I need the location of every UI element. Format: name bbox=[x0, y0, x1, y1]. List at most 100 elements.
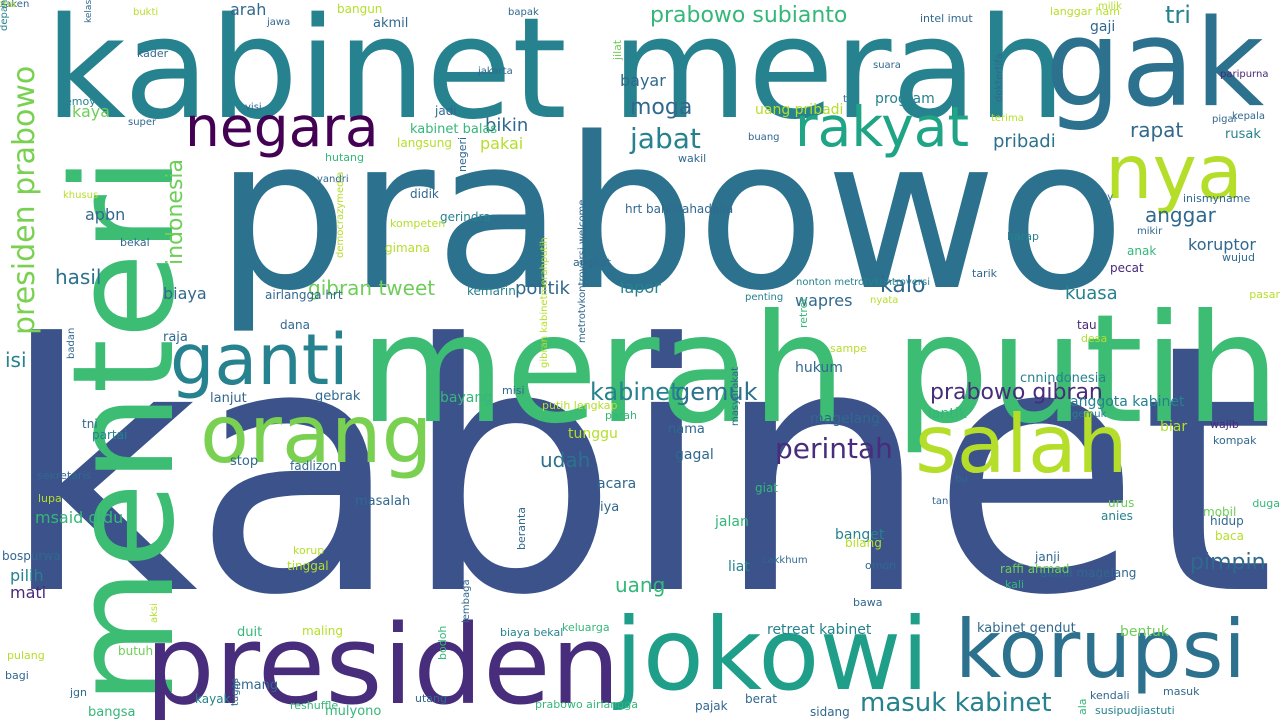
word-tarik: tarik bbox=[972, 267, 998, 280]
word-beranta: beranta bbox=[515, 506, 528, 550]
word-iya: iya bbox=[600, 500, 620, 515]
word-lapor: lapor bbox=[620, 278, 661, 297]
word-paripurna: paripurna bbox=[1220, 69, 1269, 80]
word-nama: nama bbox=[668, 422, 705, 437]
word-biaya-bekal: biaya bekal bbox=[500, 626, 564, 639]
word-inismyname: inismyname bbox=[1183, 192, 1251, 205]
word-wakil: wakil bbox=[678, 152, 707, 165]
word-bapak: bapak bbox=[508, 7, 539, 18]
word-masuk-kabinet: masuk kabinet bbox=[860, 688, 1052, 718]
word-liat: liat bbox=[728, 559, 750, 575]
word-korup: korup bbox=[293, 544, 325, 557]
word-sekretaris: sekretaris bbox=[37, 469, 92, 482]
word-negara: negara bbox=[185, 95, 379, 159]
word-rapat: rapat bbox=[1130, 118, 1184, 142]
word-utang: utang bbox=[415, 692, 447, 705]
word-didik: didik bbox=[410, 187, 439, 201]
word-gibran-tweet: gibran tweet bbox=[308, 276, 436, 300]
word-dana: dana bbox=[280, 318, 310, 332]
word-jgn: jgn bbox=[70, 686, 88, 699]
word-harap: harap bbox=[1007, 230, 1039, 243]
word-kabinet: kabinet bbox=[0, 271, 1276, 670]
word-lantik: lantik bbox=[928, 406, 967, 422]
word-super: super bbox=[128, 117, 157, 128]
word-metrotvkontroversi-welcome: metrotvkontroversi welcome bbox=[577, 199, 588, 343]
word-sidang: sidang bbox=[810, 705, 850, 719]
word-retret: retret bbox=[797, 297, 810, 328]
word-omon: omon bbox=[865, 559, 897, 572]
word-jalan: jalan bbox=[715, 514, 749, 530]
word-masuk: masuk bbox=[1163, 685, 1200, 698]
word-misi: misi bbox=[502, 384, 525, 397]
word-indonesia: indonesia bbox=[163, 158, 188, 265]
word-angkat: angkat bbox=[573, 256, 611, 269]
word-kemarin: kemarin bbox=[467, 284, 516, 298]
word-lupa: lupa bbox=[38, 492, 62, 505]
word-gibran-kabinetmerahputih: gibran kabinetmerahputih bbox=[539, 237, 550, 368]
word-prabowo-subianto: prabowo subianto bbox=[650, 3, 848, 28]
word-korupsi: korupsi bbox=[955, 603, 1246, 696]
word-anggar: anggar bbox=[1145, 203, 1216, 227]
word-buang: buang bbox=[748, 132, 780, 143]
word-hasil: hasil bbox=[55, 265, 102, 289]
word-kader: kader bbox=[137, 47, 169, 60]
word-gak: gak bbox=[1045, 0, 1265, 134]
word-pimpin: pimpin bbox=[1190, 550, 1266, 575]
word-berat: berat bbox=[745, 692, 777, 706]
word-biar: biar bbox=[1160, 419, 1188, 435]
word-aksi: aksi bbox=[149, 603, 160, 623]
word-mobil: mobil bbox=[1203, 505, 1237, 519]
word-orang: orang bbox=[200, 388, 433, 481]
word-presiden: presiden bbox=[145, 601, 621, 720]
word-kompak: kompak bbox=[1213, 434, 1257, 447]
word-raffi-ahmad: raffi ahmad bbox=[1000, 562, 1070, 576]
word-baca: baca bbox=[1215, 529, 1244, 543]
word-apbn: apbn bbox=[85, 205, 126, 224]
word-kabinet: kabinet bbox=[590, 378, 680, 406]
word-kayak: kayak bbox=[195, 692, 231, 706]
word-zaken: zaken bbox=[0, 0, 30, 10]
word-gemuk: gemuk bbox=[1072, 409, 1107, 420]
word-masalah: masalah bbox=[355, 494, 411, 509]
word-kepala: kepala bbox=[1232, 111, 1265, 122]
word-langsung: langsung bbox=[397, 136, 452, 150]
word-tri: tri bbox=[1165, 1, 1191, 29]
word-moga: moga bbox=[630, 95, 693, 120]
word-rakyat: rakyat bbox=[795, 95, 970, 159]
word-tugas: tugas bbox=[230, 678, 241, 706]
word-gemoy: gemoy bbox=[58, 95, 96, 108]
word-bikin: bikin bbox=[485, 115, 529, 136]
word-bospurwa: bospurwa bbox=[2, 549, 61, 563]
word-udah: udah bbox=[540, 448, 591, 472]
word-susipudjiastuti: susipudjiastuti bbox=[1095, 704, 1175, 717]
word-airlangga-hrt: airlangga hrt bbox=[265, 288, 343, 302]
word-bilang: bilang bbox=[845, 536, 882, 550]
word-bangsa: bangsa bbox=[88, 705, 136, 720]
word-mulyono: mulyono bbox=[325, 704, 382, 719]
word-reshuffle: reshuffle bbox=[290, 699, 339, 712]
word-butuh: butuh bbox=[118, 644, 154, 658]
word-gebrak: gebrak bbox=[315, 389, 361, 404]
word-kelas: kelas bbox=[84, 0, 94, 24]
word-kompeten: kompeten bbox=[390, 217, 446, 230]
word-nyata: nyata bbox=[870, 295, 899, 306]
word-kalo: kalo bbox=[880, 273, 926, 298]
word-pilih: pilih bbox=[10, 566, 44, 585]
word-fadlizon: fadlizon bbox=[290, 459, 338, 473]
word-parah: parah bbox=[605, 409, 637, 422]
word-lembaga: lembaga bbox=[461, 579, 472, 623]
word-kaya: kaya bbox=[72, 102, 111, 121]
word-ganti: ganti bbox=[170, 319, 349, 401]
word-jilat: jilat bbox=[611, 39, 624, 60]
word-gagal: gagal bbox=[675, 447, 714, 463]
word-cnnindonesia: cnnindonesia bbox=[1020, 371, 1107, 386]
word-banget: banget bbox=[835, 527, 885, 543]
word-presiden-prabowo: presiden prabowo bbox=[7, 65, 42, 335]
word-desa: desa bbox=[1081, 332, 1108, 345]
word-bekal: bekal bbox=[120, 236, 150, 249]
word-hidup: hidup bbox=[1210, 514, 1244, 528]
word-bayar: bayar bbox=[620, 71, 666, 90]
word-masyarakat: masyarakat bbox=[730, 366, 741, 426]
word-biaya: biaya bbox=[163, 284, 207, 303]
word-kendali: kendali bbox=[1090, 689, 1130, 702]
